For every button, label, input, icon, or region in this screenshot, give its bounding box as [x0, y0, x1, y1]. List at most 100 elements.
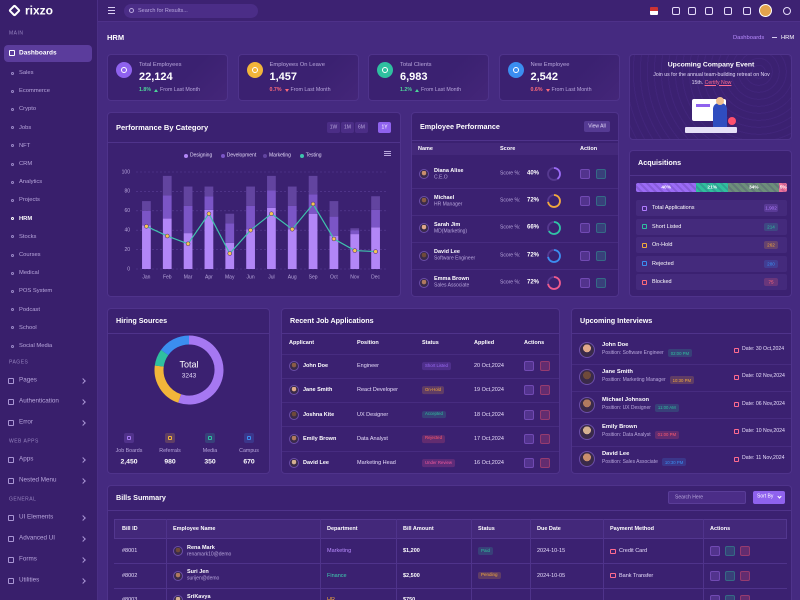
status-badge: Accepted [422, 410, 446, 419]
delete-button[interactable] [596, 196, 606, 207]
search-icon [129, 8, 134, 13]
menu-item[interactable]: Authentication [19, 397, 59, 405]
menu-item-active-bg [4, 45, 92, 62]
menu-item[interactable]: Nested Menu [19, 476, 57, 484]
menu-icon [8, 536, 14, 542]
view-all-button[interactable]: View All [584, 121, 610, 132]
view-button[interactable] [524, 433, 534, 444]
menu-item[interactable]: Advanced UI [19, 534, 56, 542]
submenu-item[interactable]: POS System [19, 288, 53, 295]
topbar-icon[interactable] [688, 7, 696, 15]
count-label: 1,902 [765, 205, 777, 211]
view-button[interactable] [524, 458, 534, 469]
delete-button[interactable] [596, 169, 606, 179]
sort-button[interactable]: Sort By [753, 491, 785, 504]
submenu-item[interactable]: School [19, 324, 37, 331]
topbar-icon[interactable] [672, 7, 680, 15]
delete-button[interactable] [740, 595, 750, 600]
bar-segment [204, 186, 214, 197]
delete-button[interactable] [596, 250, 606, 261]
edit-button[interactable] [725, 595, 735, 600]
y-tick-label: 0 [127, 266, 130, 272]
edit-button[interactable] [725, 570, 735, 581]
delete-button[interactable] [596, 277, 606, 288]
submenu-item[interactable]: Podcast [19, 306, 40, 313]
topbar-icon[interactable] [743, 7, 751, 15]
acquisition-segment: 21% [696, 183, 729, 192]
score-prefix: Score %: [500, 170, 521, 177]
submenu-item[interactable]: Medical [19, 270, 39, 276]
view-button[interactable] [710, 570, 720, 581]
line-point [206, 211, 212, 216]
submenu-item[interactable]: CRM [19, 160, 33, 167]
view-button[interactable] [710, 595, 720, 600]
score-ring [547, 275, 561, 290]
applied-date: 19 Oct,2024 [474, 387, 504, 394]
acquisition-segment: 40% [636, 183, 697, 192]
menu-item[interactable]: Error [19, 418, 33, 426]
delete-button[interactable] [740, 546, 750, 556]
menu-item[interactable]: Forms [19, 555, 37, 563]
submenu-item[interactable]: Sales [19, 69, 34, 76]
stat-title: Total Clients [400, 61, 432, 68]
edit-button[interactable] [725, 546, 735, 556]
view-button[interactable] [524, 361, 534, 371]
submenu-item[interactable]: Social Media [19, 342, 53, 349]
topbar-icon[interactable] [650, 7, 658, 15]
menu-item[interactable]: Dashboards [19, 49, 57, 57]
search-box[interactable]: Search for Results... [124, 4, 258, 18]
submenu-item[interactable]: NFT [19, 142, 31, 149]
user-avatar[interactable] [759, 4, 772, 17]
range-button[interactable]: 1M [341, 122, 354, 133]
menu-item[interactable]: Pages [19, 376, 37, 384]
edit-button[interactable] [580, 250, 590, 261]
edit-button[interactable] [580, 223, 590, 234]
submenu-item[interactable]: Stocks [19, 233, 37, 240]
topbar-icon[interactable] [724, 7, 732, 15]
stat-card: New Employee 2,542 0.6% From Last Month [498, 54, 620, 101]
delete-button[interactable] [540, 409, 550, 420]
range-button[interactable]: 1Y [378, 122, 391, 133]
menu-dot [11, 71, 14, 75]
view-button[interactable] [710, 546, 720, 556]
submenu-item[interactable]: Crypto [19, 106, 37, 113]
score-prefix: Score %: [500, 251, 521, 258]
submenu-item[interactable]: Projects [19, 197, 40, 204]
score-label: 40% [527, 170, 540, 177]
view-button[interactable] [524, 385, 534, 396]
event-link[interactable]: Certify Now [704, 79, 732, 86]
bar-segment [142, 201, 151, 211]
submenu-item[interactable]: Analytics [19, 179, 43, 185]
menu-icon [9, 50, 15, 56]
breadcrumb-link[interactable]: Dashboards [733, 34, 765, 41]
x-tick-label: Mar [184, 274, 193, 280]
delete-button[interactable] [540, 458, 550, 469]
delete-button[interactable] [540, 385, 550, 396]
delete-button[interactable] [540, 361, 550, 371]
delete-button[interactable] [740, 570, 750, 581]
submenu-item[interactable]: Ecommerce [19, 88, 50, 94]
delete-button[interactable] [540, 433, 550, 444]
submenu-item[interactable]: Courses [19, 251, 41, 258]
menu-item[interactable]: UI Elements [19, 513, 54, 521]
menu-item[interactable]: Apps [19, 455, 34, 463]
edit-button[interactable] [580, 196, 590, 207]
edit-button[interactable] [580, 169, 590, 179]
delete-button[interactable] [596, 223, 606, 234]
topbar-icon[interactable] [705, 7, 713, 15]
interview-position: Position: UX Designer [602, 404, 651, 411]
submenu-item[interactable]: HRM [19, 215, 33, 222]
acquisition-icon [642, 224, 647, 230]
bills-search[interactable]: Search Here [668, 491, 746, 504]
event-title: Upcoming Company Event [667, 61, 755, 69]
stat-change: 1.2% [400, 87, 413, 94]
edit-button[interactable] [580, 277, 590, 288]
view-button[interactable] [524, 409, 534, 420]
submenu-item[interactable]: Jobs [19, 124, 32, 131]
legend-marker [220, 154, 225, 158]
range-button[interactable]: 6M [355, 122, 368, 133]
range-button[interactable]: 1W [327, 122, 340, 133]
menu-chevron [80, 420, 86, 426]
settings-icon[interactable] [783, 7, 791, 15]
menu-item[interactable]: Utilities [19, 576, 40, 584]
